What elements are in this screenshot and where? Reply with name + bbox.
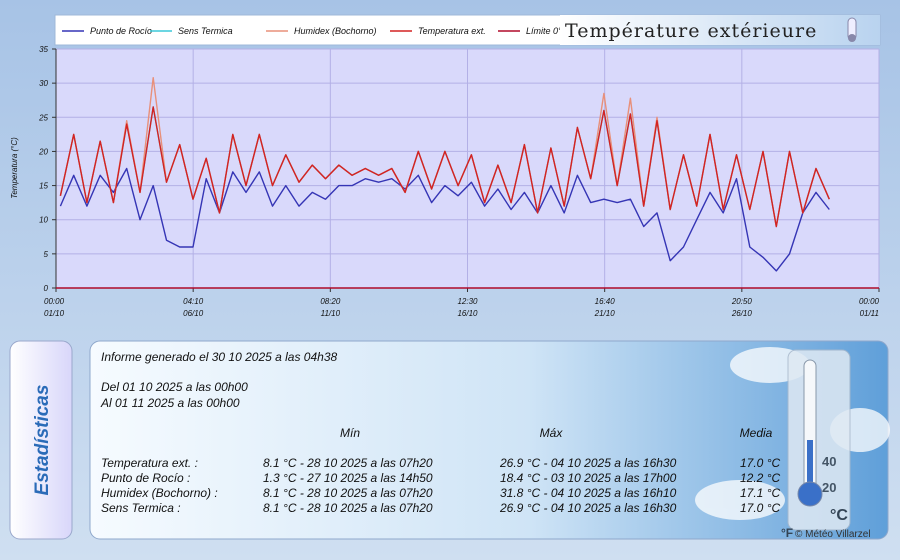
x-tick-label: 16:40 (595, 297, 616, 306)
x-tick-label: 12:30 (457, 297, 478, 306)
x-tick-date: 06/10 (183, 309, 204, 318)
column-header: Media (740, 426, 773, 440)
stats-tab-label: Estadísticas (32, 385, 53, 496)
thermometer-icon (787, 349, 851, 531)
row-label: Punto de Rocío : (101, 471, 190, 485)
thermometer-unit: °C (830, 507, 848, 524)
y-tick-label: 5 (44, 250, 49, 259)
legend-label: Sens Termica (178, 26, 233, 36)
y-tick-label: 20 (38, 147, 48, 156)
title-banner (560, 15, 880, 45)
x-tick-label: 04:10 (183, 297, 204, 306)
credit: © Météo Villarzel (795, 529, 871, 540)
period-from: Del 01 10 2025 a las 00h00 (101, 380, 248, 394)
row-max: 18.4 °C - 03 10 2025 a las 17h00 (500, 471, 677, 485)
row-mean: 12.2 °C (740, 471, 780, 485)
row-min: 8.1 °C - 28 10 2025 a las 07h20 (263, 486, 433, 500)
row-mean: 17.0 °C (740, 456, 780, 470)
legend-label: Humidex (Bochorno) (294, 26, 377, 36)
x-tick-label: 08:20 (320, 297, 341, 306)
row-label: Sens Termica : (101, 501, 181, 515)
chart-title: Température extérieure (565, 20, 817, 42)
series-line (59, 106, 830, 228)
legend-label: Límite 0° (526, 26, 562, 36)
legend-label: Punto de Rocío (90, 26, 152, 36)
report-date: Informe generado el 30 10 2025 a las 04h… (101, 350, 338, 364)
row-mean: 17.1 °C (740, 486, 780, 500)
y-tick-label: 30 (39, 79, 48, 88)
row-min: 8.1 °C - 28 10 2025 a las 07h20 (263, 456, 433, 470)
clouds (695, 347, 890, 520)
y-axis-label: Temperatura (°C) (10, 137, 19, 199)
row-max: 26.9 °C - 04 10 2025 a las 16h30 (499, 456, 677, 470)
y-tick-label: 0 (44, 284, 49, 293)
thermometer-scale: 40 (822, 454, 836, 469)
x-tick-label: 20:50 (731, 297, 753, 306)
chart: 0 5 10 15 20 25 30 35 00:00 01/10 04:10 06/10 08:20 1… (38, 45, 879, 318)
x-tick-date: 26/10 (731, 309, 753, 318)
x-tick-date: 01/10 (44, 309, 65, 318)
column-header: Mín (340, 426, 360, 440)
row-label: Humidex (Bochorno) : (101, 486, 218, 500)
stats-panel (89, 340, 889, 540)
x-tick-date: 01/11 (860, 309, 879, 318)
thermometer-scale: 20 (822, 480, 836, 495)
row-max: 26.9 °C - 04 10 2025 a las 16h30 (499, 501, 677, 515)
x-tick-label: 00:00 (859, 297, 880, 306)
thermometer-alt-unit: °F (781, 526, 793, 540)
series-line (59, 167, 830, 272)
y-tick-label: 15 (39, 182, 48, 191)
x-tick-date: 21/10 (594, 309, 616, 318)
y-tick-label: 10 (39, 216, 48, 225)
y-tick-label: 25 (38, 113, 48, 122)
x-tick-date: 16/10 (457, 309, 478, 318)
row-mean: 17.0 °C (740, 501, 780, 515)
x-tick-label: 00:00 (44, 297, 65, 306)
legend-label: Temperatura ext. (418, 26, 486, 36)
banner-icon (847, 17, 857, 42)
period-to: Al 01 11 2025 a las 00h00 (100, 396, 240, 410)
row-min: 8.1 °C - 28 10 2025 a las 07h20 (263, 501, 433, 515)
stats-tab (9, 340, 73, 540)
x-tick-date: 11/10 (321, 309, 341, 318)
column-header: Máx (540, 426, 564, 440)
row-max: 31.8 °C - 04 10 2025 a las 16h10 (500, 486, 677, 500)
row-min: 1.3 °C - 27 10 2025 a las 14h50 (263, 471, 433, 485)
y-tick-label: 35 (39, 45, 48, 54)
row-label: Temperatura ext. : (101, 456, 198, 470)
